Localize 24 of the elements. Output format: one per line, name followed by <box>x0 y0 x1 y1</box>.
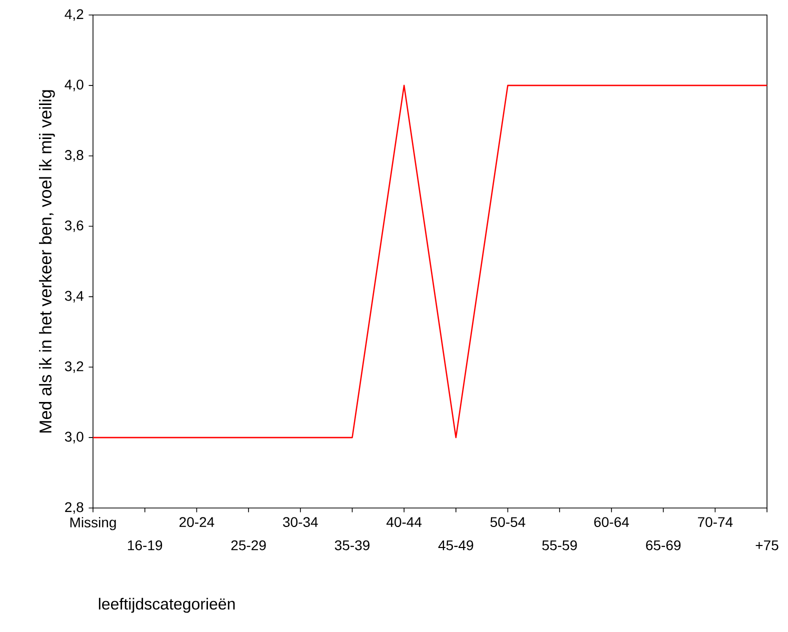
x-axis-title: leeftijdscategorieën <box>98 598 235 613</box>
x-tick-label: 40-44 <box>386 517 422 528</box>
x-tick-label: 25-29 <box>231 540 266 550</box>
x-tick-label: 45-49 <box>438 540 474 550</box>
x-tick-label: 50-54 <box>490 517 526 528</box>
y-tick-label: 3,6 <box>64 220 84 232</box>
x-tick-label: +75 <box>756 540 778 550</box>
x-tick-label: 20-24 <box>180 517 214 528</box>
y-tick-label: 4,0 <box>64 80 84 92</box>
x-tick-label: 55-59 <box>542 540 577 550</box>
y-tick-label: 3,2 <box>64 361 84 373</box>
x-tick-label: 65-69 <box>646 540 681 550</box>
x-tick-label: 16-19 <box>128 540 162 550</box>
y-axis-title: Med als ik in het verkeer ben, voel ik mij veilig <box>39 90 55 433</box>
x-tick-label: 70-74 <box>698 517 733 528</box>
x-tick-label: Missing <box>70 517 116 530</box>
y-tick-label: 3,0 <box>64 432 84 444</box>
x-tick-label: 60-64 <box>594 517 629 528</box>
y-tick-label: 3,4 <box>64 290 84 302</box>
y-tick-label: 2,8 <box>65 502 84 514</box>
y-tick-label: 4,2 <box>64 9 84 21</box>
x-tick-label: 30-34 <box>283 517 318 528</box>
x-tick-label: 35-39 <box>334 540 370 550</box>
y-tick-label: 3,8 <box>64 150 84 162</box>
